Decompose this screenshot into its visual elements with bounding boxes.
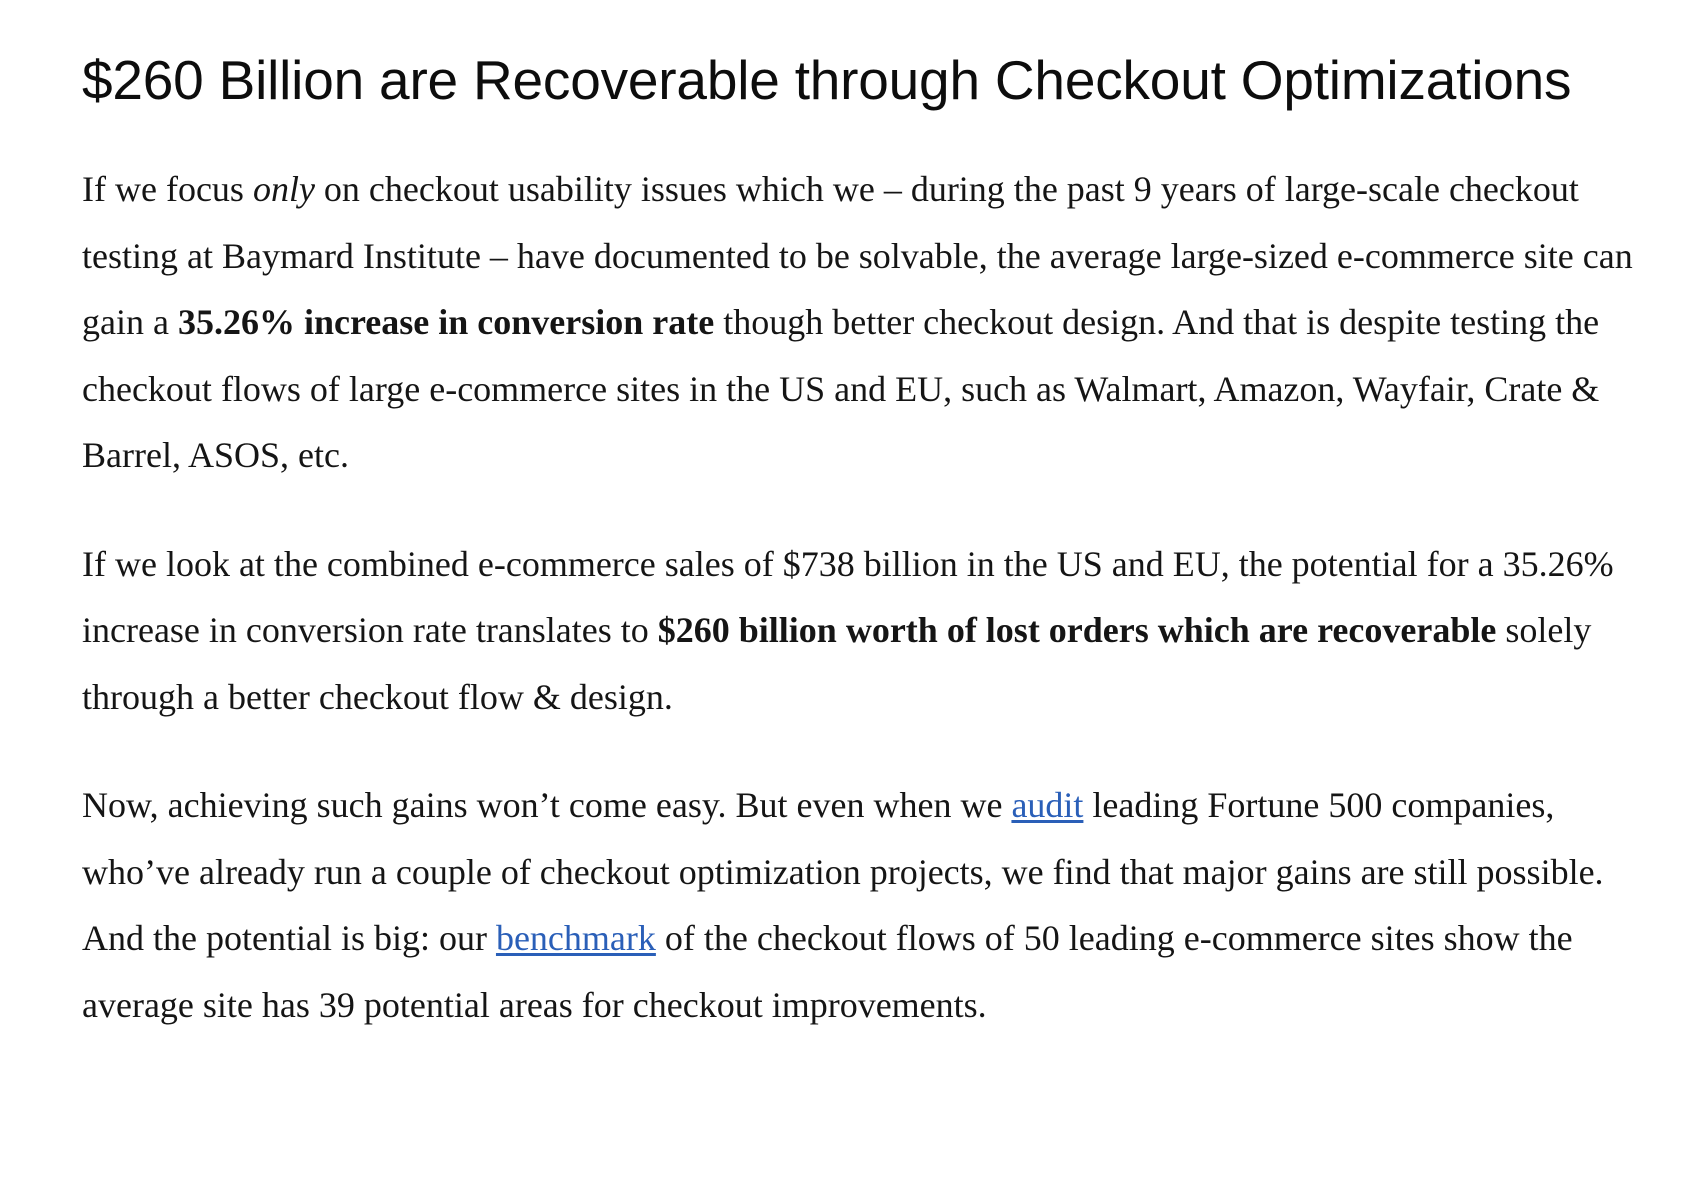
paragraph-text: If we look at the combined e-commerce sa… — [82, 543, 1614, 651]
paragraph-text: on checkout usability issues which we – … — [82, 169, 1633, 342]
paragraph-text: solely through a better checkout flow & … — [82, 610, 1592, 717]
paragraph-text: Now, achieving such gains won’t come eas… — [82, 785, 1012, 825]
paragraph-text: If we focus — [82, 169, 253, 209]
paragraph-text: leading Fortune 500 companies, who’ve al… — [82, 785, 1604, 958]
paragraph-3: Now, achieving such gains won’t come eas… — [82, 772, 1642, 1038]
benchmark-link[interactable]: benchmark — [495, 918, 656, 958]
paragraph-text: though better checkout design. And that … — [82, 302, 1600, 475]
paragraph-text: of the checkout flows of 50 leading e-co… — [82, 918, 1573, 1025]
emphasis-text: only — [252, 169, 315, 209]
bold-highlight: 35.26% increase in conversion rate — [177, 302, 715, 342]
paragraph-1: If we focus only on checkout usability i… — [82, 156, 1642, 489]
article-body: $260 Billion are Recoverable through Che… — [82, 36, 1642, 1080]
section-heading: $260 Billion are Recoverable through Che… — [82, 49, 1572, 111]
paragraph-2: If we look at the combined e-commerce sa… — [82, 531, 1642, 731]
bold-highlight: $260 billion worth of lost orders which … — [657, 610, 1497, 650]
audit-link[interactable]: audit — [1011, 785, 1084, 825]
